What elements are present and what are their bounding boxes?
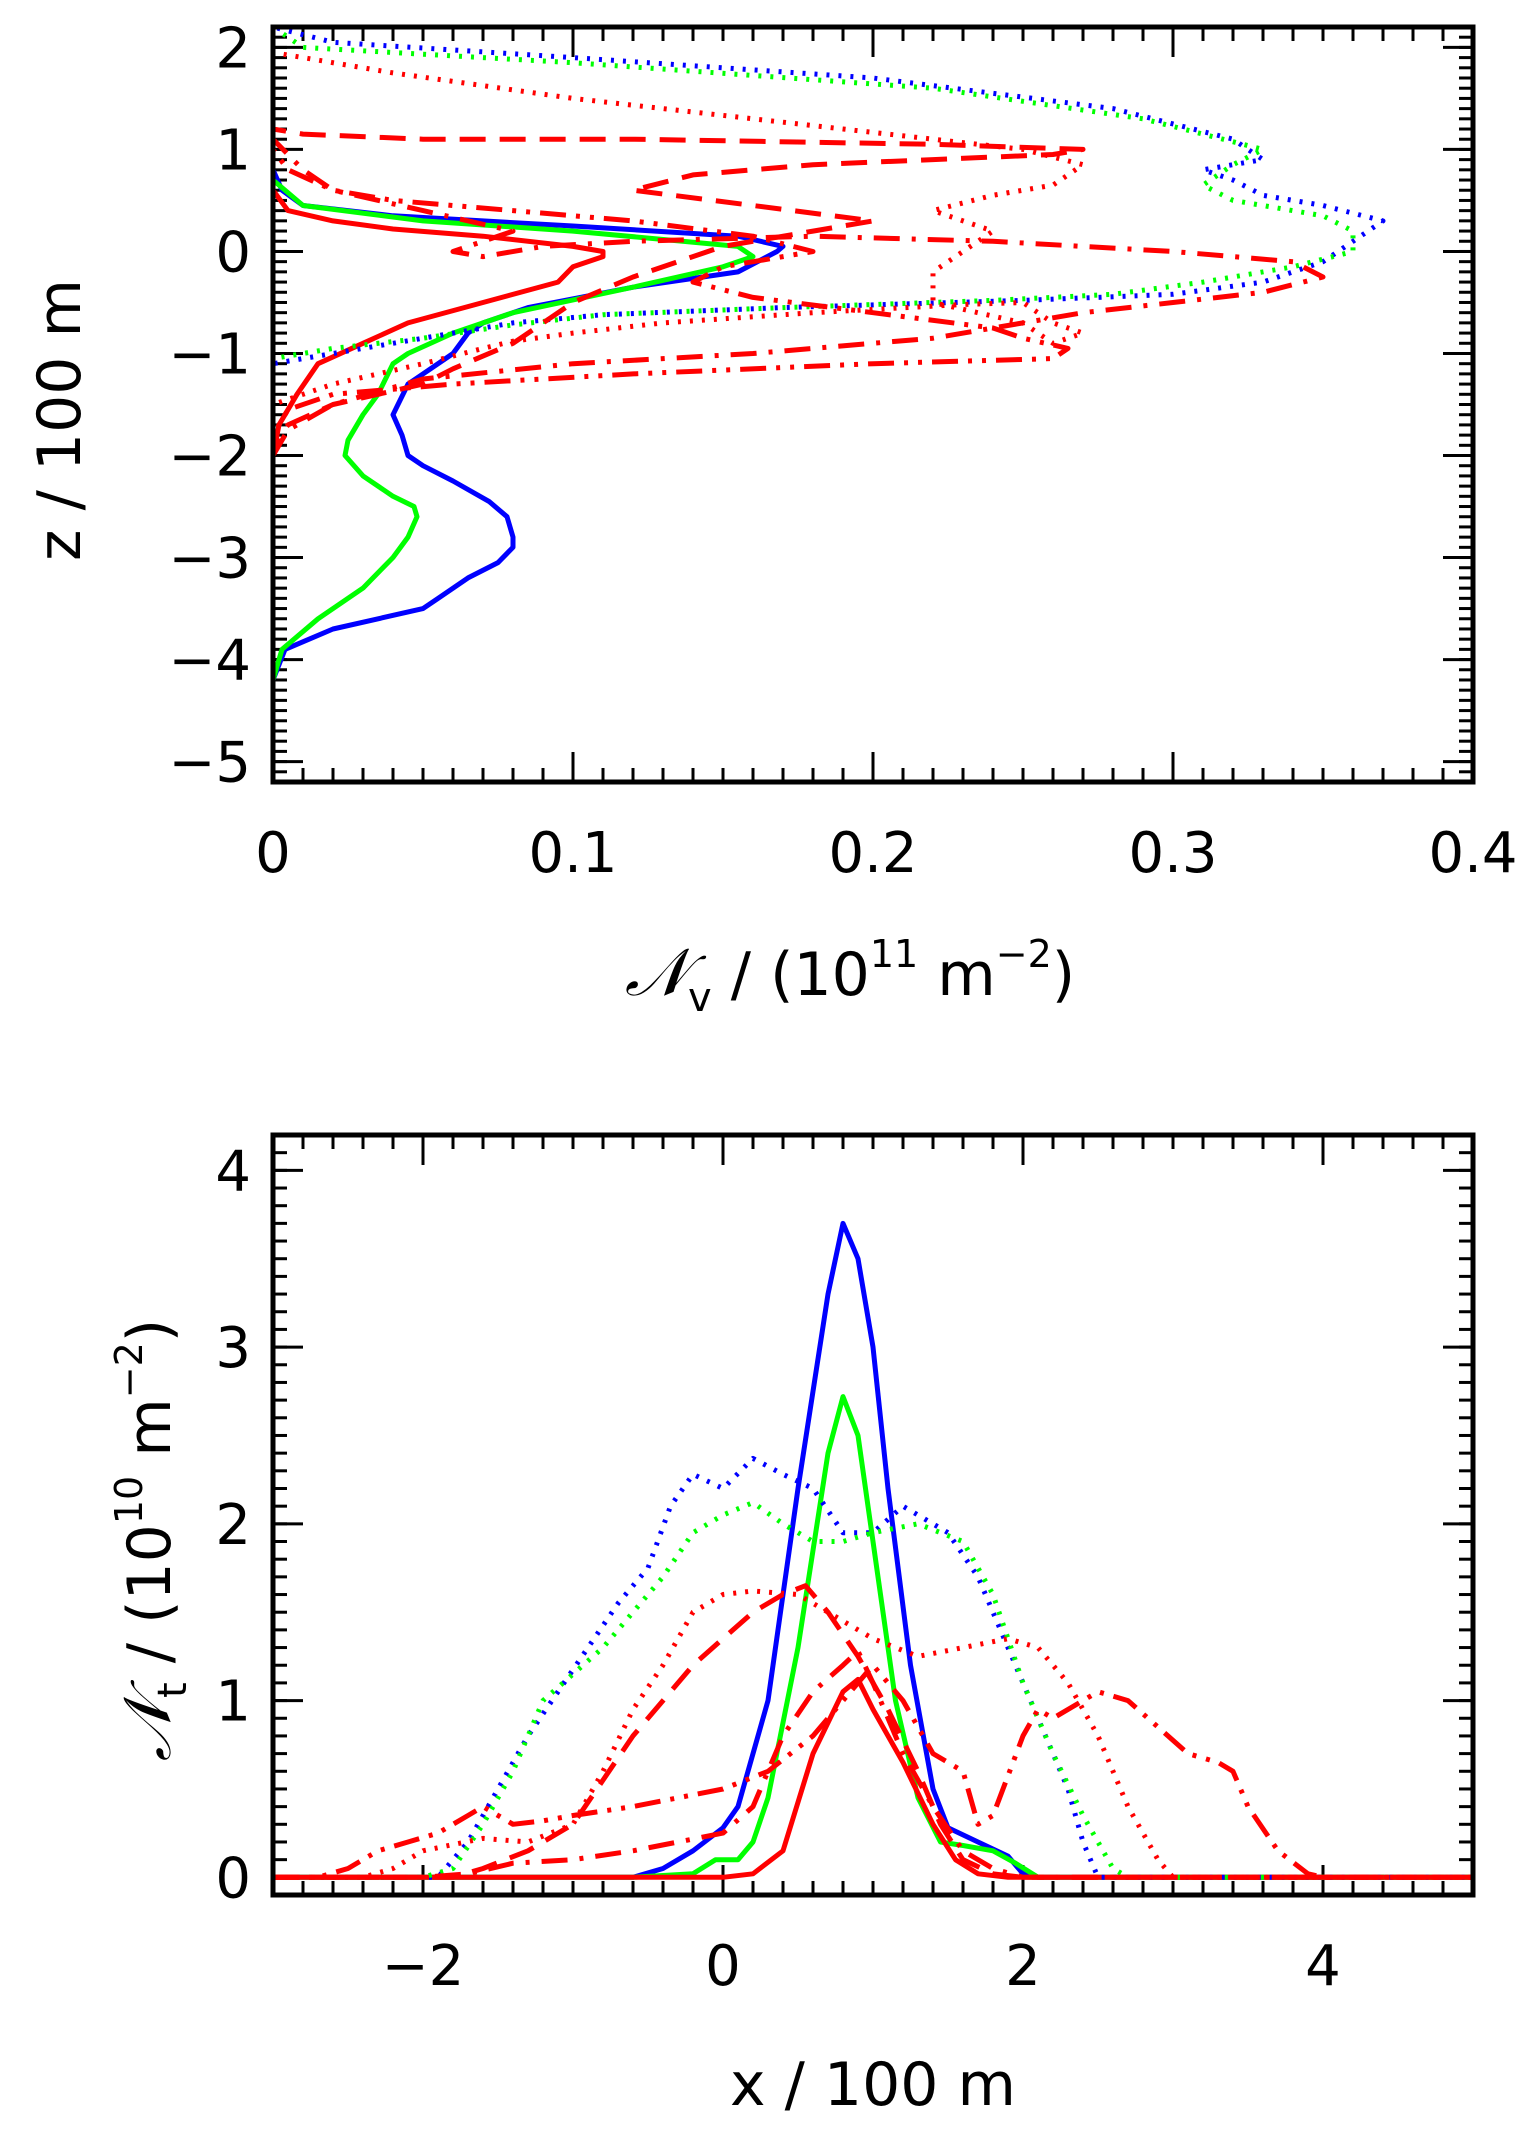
x-tick-label: 0.3 bbox=[1128, 821, 1217, 886]
y-tick-label: −2 bbox=[168, 425, 251, 490]
y-tick-label: 3 bbox=[215, 1316, 251, 1381]
x-tick-label: 0 bbox=[255, 821, 291, 886]
top-panel: 0 0.1 0.2 0.3 0.4 −5 −4 −3 −2 −1 0 1 2 𝒩v / (1011 m−… bbox=[25, 16, 1518, 1021]
x-tick-label: 0.1 bbox=[528, 821, 617, 886]
x-tick-label: 0.4 bbox=[1428, 821, 1517, 886]
x-tick-label: −2 bbox=[382, 1934, 465, 1999]
series-line-8 bbox=[273, 1662, 1473, 1880]
top-panel-series bbox=[270, 24, 1386, 782]
series-line-1 bbox=[273, 1394, 1473, 1880]
y-tick-label: 2 bbox=[215, 1493, 251, 1558]
top-panel-ylabel: z / 100 m bbox=[25, 279, 95, 561]
top-panel-ticks bbox=[271, 25, 1475, 784]
bottom-panel-ticks bbox=[271, 1133, 1475, 1897]
y-tick-label: 1 bbox=[215, 118, 251, 183]
series-line-5 bbox=[273, 1588, 1473, 1880]
series-line-3 bbox=[273, 1455, 1473, 1880]
series-line-2 bbox=[270, 27, 606, 782]
y-tick-label: −4 bbox=[168, 629, 251, 694]
series-line-2 bbox=[273, 1676, 1473, 1880]
bottom-panel: −2 0 2 4 0 1 2 3 4 x / 100 m 𝒩t / (1010 m−2) bbox=[107, 1132, 1476, 2120]
top-panel-tick-labels: 0 0.1 0.2 0.3 0.4 −5 −4 −3 −2 −1 0 1 2 bbox=[168, 16, 1517, 886]
top-panel-frame bbox=[270, 24, 1476, 785]
y-tick-label: 0 bbox=[215, 1846, 251, 1911]
x-tick-label: 4 bbox=[1305, 1934, 1341, 1999]
series-line-1 bbox=[270, 27, 756, 782]
bottom-panel-ylabel: 𝒩t / (1010 m−2) bbox=[107, 1319, 196, 1761]
series-line-0 bbox=[270, 27, 786, 782]
y-tick-label: −1 bbox=[168, 322, 251, 387]
y-tick-label: −3 bbox=[168, 527, 251, 592]
bottom-panel-frame bbox=[270, 1132, 1476, 1898]
series-line-6 bbox=[273, 1583, 1473, 1880]
top-panel-xlabel: 𝒩v / (1011 m−2) bbox=[625, 932, 1075, 1021]
y-tick-label: 0 bbox=[215, 220, 251, 285]
bottom-panel-tick-labels: −2 0 2 4 0 1 2 3 4 bbox=[215, 1139, 1340, 1999]
bottom-panel-xlabel: x / 100 m bbox=[730, 2050, 1016, 2120]
x-tick-label: 0.2 bbox=[828, 821, 917, 886]
series-line-8 bbox=[270, 27, 1071, 782]
y-tick-label: 2 bbox=[215, 16, 251, 81]
series-line-6 bbox=[270, 27, 1086, 782]
series-line-7 bbox=[273, 1648, 1473, 1880]
y-tick-label: −5 bbox=[168, 731, 251, 796]
y-tick-label: 1 bbox=[215, 1670, 251, 1735]
y-tick-label: 4 bbox=[215, 1139, 251, 1204]
series-line-4 bbox=[273, 1500, 1473, 1880]
x-tick-label: 0 bbox=[705, 1934, 741, 1999]
x-tick-label: 2 bbox=[1005, 1934, 1041, 1999]
bottom-panel-series bbox=[273, 1220, 1473, 1880]
